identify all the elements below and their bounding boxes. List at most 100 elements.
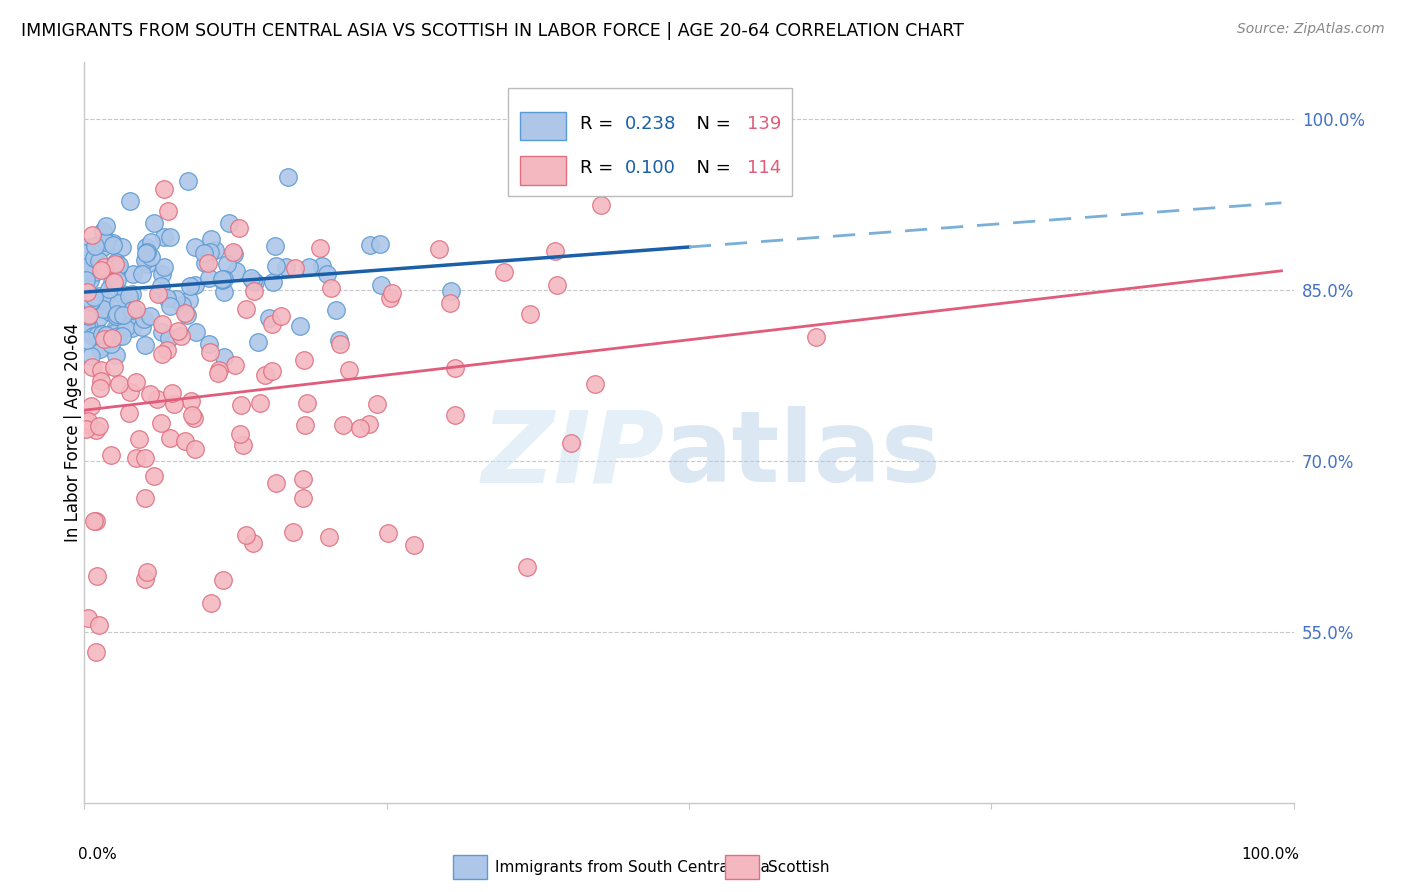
Point — [107, 295, 129, 310]
Point — [89, 419, 111, 434]
Point — [329, 337, 352, 351]
Point — [97, 282, 120, 296]
Point — [122, 267, 145, 281]
Point — [176, 308, 198, 322]
Point — [197, 256, 219, 270]
Point — [270, 309, 292, 323]
Point — [294, 417, 316, 432]
Point — [208, 363, 231, 377]
Point — [211, 272, 233, 286]
Point — [544, 244, 567, 258]
Point — [264, 239, 287, 253]
Point — [198, 245, 221, 260]
Point — [315, 267, 337, 281]
Point — [249, 396, 271, 410]
Point — [91, 224, 114, 238]
Point — [378, 291, 401, 305]
Point — [111, 328, 134, 343]
Point — [104, 349, 127, 363]
Point — [136, 257, 159, 271]
Point — [297, 396, 319, 410]
Point — [90, 326, 112, 341]
Point — [240, 270, 263, 285]
Point — [103, 238, 125, 252]
Point — [121, 287, 143, 301]
Point — [118, 406, 141, 420]
Point — [546, 277, 568, 292]
Point — [76, 260, 98, 274]
Point — [83, 251, 105, 265]
Point — [77, 308, 100, 322]
Point — [193, 246, 215, 260]
Point — [150, 317, 173, 331]
Point — [328, 333, 350, 347]
Point — [86, 569, 108, 583]
Point — [134, 572, 156, 586]
Point — [806, 330, 828, 344]
Point — [247, 334, 270, 349]
Point — [370, 277, 392, 292]
Point — [156, 291, 179, 305]
Point — [89, 253, 111, 268]
Point — [183, 411, 205, 425]
Point — [260, 317, 283, 331]
Point — [86, 327, 108, 342]
Point — [108, 258, 131, 272]
Point — [91, 240, 114, 254]
Text: N =: N = — [685, 115, 737, 133]
Text: R =: R = — [581, 160, 619, 178]
Point — [83, 254, 105, 268]
Point — [76, 240, 98, 254]
Point — [90, 262, 112, 277]
Point — [80, 349, 103, 363]
Point — [180, 393, 202, 408]
Text: Source: ZipAtlas.com: Source: ZipAtlas.com — [1237, 22, 1385, 37]
Point — [131, 320, 153, 334]
Point — [103, 236, 125, 251]
Text: 0.0%: 0.0% — [79, 847, 117, 863]
Point — [96, 235, 118, 249]
Point — [125, 301, 148, 316]
Point — [125, 376, 148, 390]
Point — [82, 252, 104, 266]
Point — [120, 194, 142, 209]
Point — [591, 198, 613, 212]
Point — [111, 308, 134, 322]
Point — [75, 246, 97, 260]
Point — [141, 235, 163, 250]
Point — [198, 271, 221, 285]
Point — [83, 515, 105, 529]
Text: 100.0%: 100.0% — [1241, 847, 1299, 863]
Text: R =: R = — [581, 115, 619, 133]
Point — [77, 265, 100, 279]
Point — [150, 347, 173, 361]
Point — [136, 245, 159, 260]
Point — [107, 260, 129, 274]
Point — [104, 257, 127, 271]
Point — [242, 274, 264, 288]
Point — [217, 257, 239, 271]
Point — [429, 242, 451, 256]
Point — [84, 645, 107, 659]
Point — [139, 387, 162, 401]
Point — [235, 527, 257, 541]
Point — [84, 514, 107, 528]
Point — [125, 309, 148, 323]
Text: 114: 114 — [747, 160, 782, 178]
Point — [218, 216, 240, 230]
Point — [146, 392, 169, 406]
Point — [86, 237, 108, 252]
Point — [105, 308, 128, 322]
Point — [121, 302, 143, 317]
Point — [84, 239, 107, 253]
Point — [134, 451, 156, 466]
Point — [337, 363, 360, 377]
Point — [104, 322, 127, 336]
Point — [494, 265, 516, 279]
Point — [77, 414, 100, 428]
Point — [253, 368, 276, 382]
Point — [103, 326, 125, 341]
Point — [177, 174, 200, 188]
Point — [118, 385, 141, 400]
Point — [359, 237, 381, 252]
